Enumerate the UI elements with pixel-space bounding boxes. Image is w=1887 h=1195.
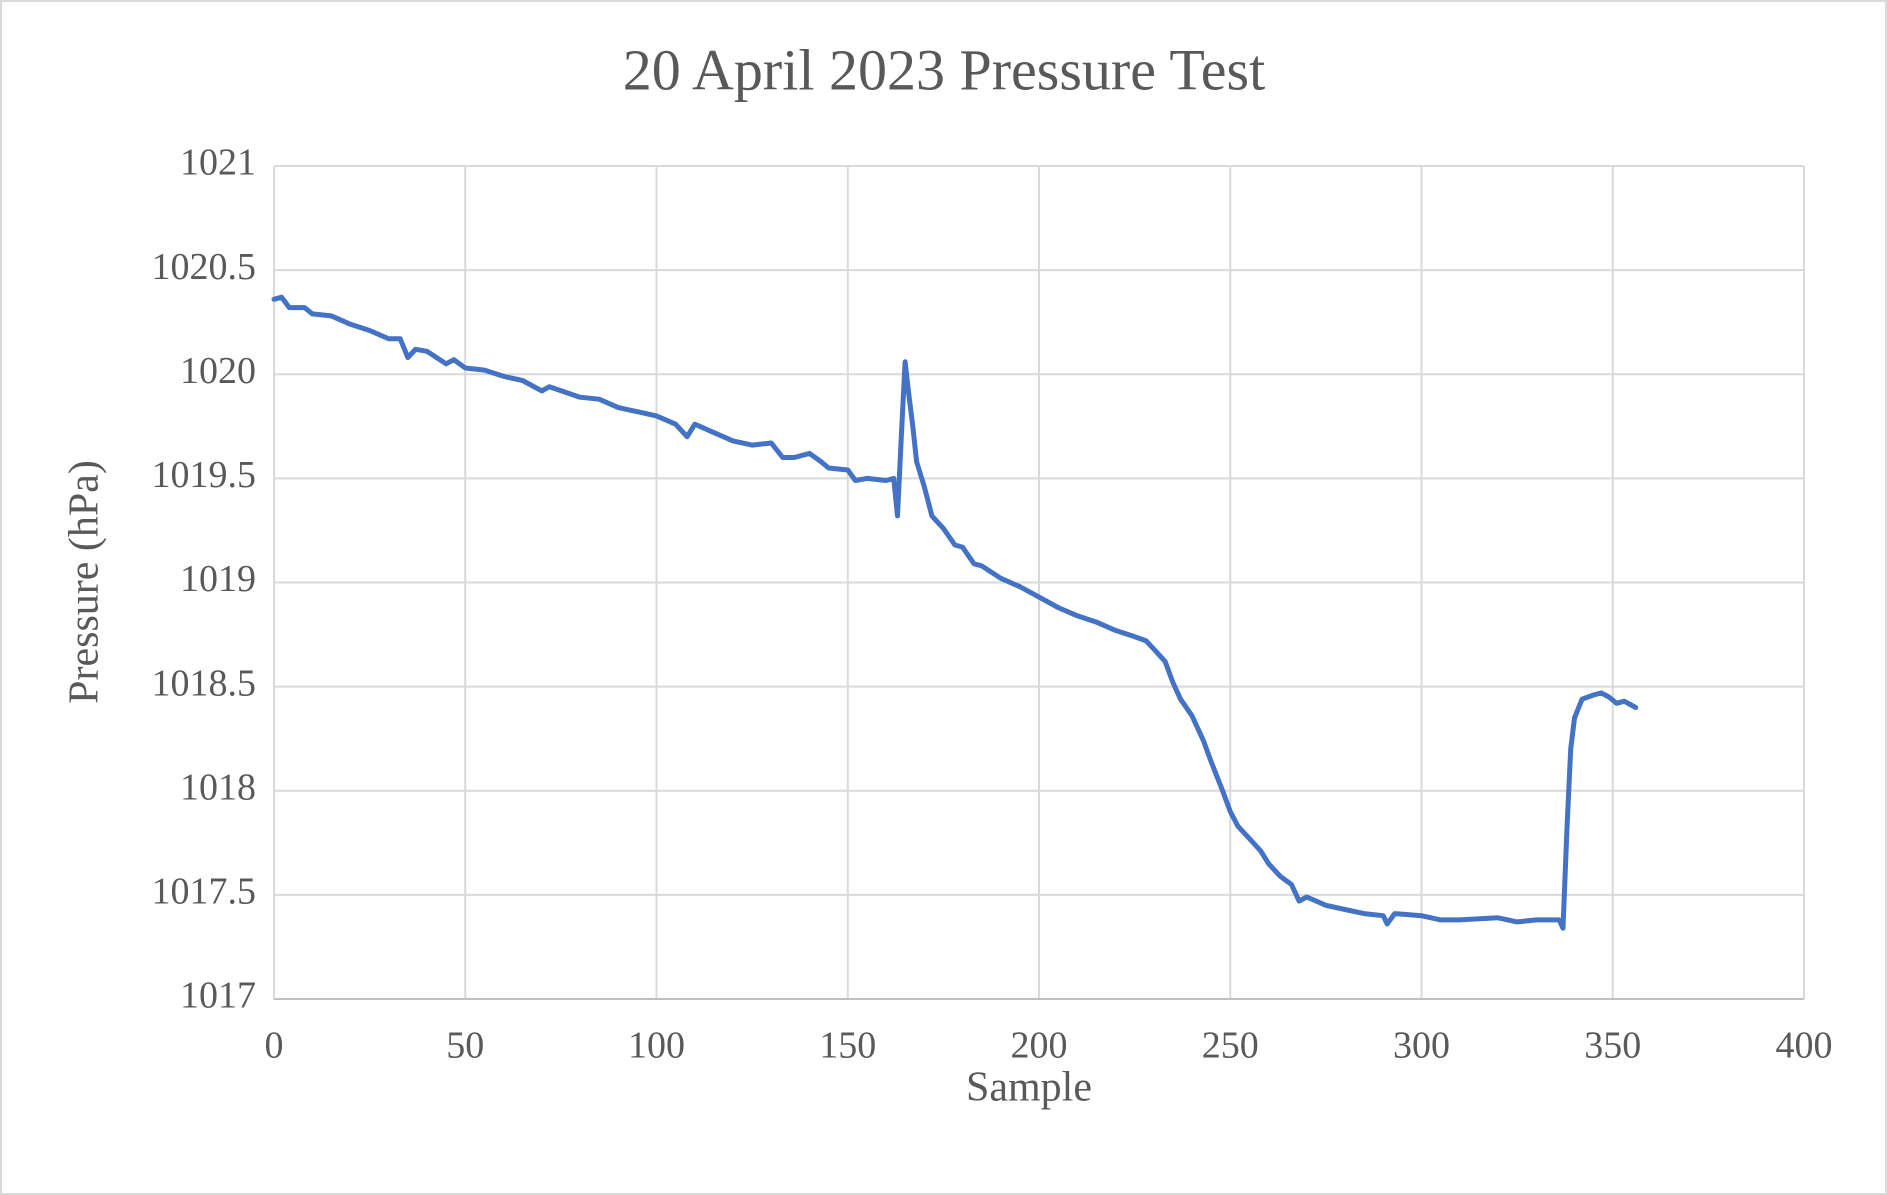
x-axis-label: Sample — [966, 1065, 1092, 1111]
y-tick-label: 1018.5 — [152, 662, 257, 704]
y-tick-label: 1021 — [180, 142, 256, 184]
x-tick-label: 300 — [1393, 1025, 1450, 1067]
x-tick-label: 150 — [819, 1025, 876, 1067]
y-tick-label: 1019 — [180, 558, 256, 600]
chart-title: 20 April 2023 Pressure Test — [623, 37, 1266, 102]
x-tick-label: 0 — [265, 1025, 284, 1067]
y-tick-label: 1017.5 — [152, 871, 257, 913]
x-tick-label: 250 — [1202, 1025, 1259, 1067]
data-line — [271, 294, 1639, 931]
x-tick-label: 50 — [446, 1025, 484, 1067]
y-tick-label: 1020.5 — [152, 246, 257, 288]
x-tick-label: 100 — [628, 1025, 685, 1067]
x-tick-label: 350 — [1584, 1025, 1641, 1067]
x-tick-label: 200 — [1011, 1025, 1068, 1067]
y-tick-label: 1017 — [180, 975, 256, 1017]
y-tick-label: 1019.5 — [152, 454, 257, 496]
y-tick-label: 1020 — [180, 350, 256, 392]
y-axis-label: Pressure (hPa) — [62, 460, 108, 704]
x-tick-label: 400 — [1776, 1025, 1833, 1067]
y-tick-label: 1018 — [180, 766, 256, 808]
